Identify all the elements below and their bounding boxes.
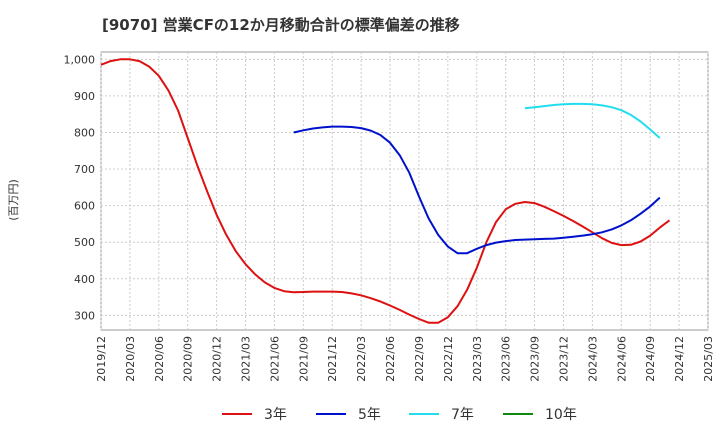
x-tick-label: 2020/03 xyxy=(124,336,137,382)
y-axis-label: (百万円) xyxy=(7,179,20,221)
series-line-5年 xyxy=(293,125,661,255)
x-tick-label: 2023/03 xyxy=(471,336,484,382)
y-axis-ticks: 300 400 500 600 700 800 900 1,000 xyxy=(64,53,96,322)
series-line-7年 xyxy=(524,102,661,139)
grid-layer xyxy=(100,52,709,330)
legend: 3年 5年 7年 10年 xyxy=(222,407,577,423)
y-tick-label: 500 xyxy=(74,236,95,249)
x-tick-label: 2024/09 xyxy=(644,336,657,382)
x-tick-label: 2020/09 xyxy=(182,336,195,382)
x-axis-ticks: 2019/12 2020/03 2020/06 2020/09 2020/12 2021/… xyxy=(95,336,715,382)
legend-label: 3年 xyxy=(264,407,287,423)
x-tick-label: 2022/12 xyxy=(442,336,455,382)
y-tick-label: 1,000 xyxy=(64,53,96,66)
y-tick-label: 700 xyxy=(74,163,95,176)
x-tick-label: 2021/03 xyxy=(240,336,253,382)
y-tick-label: 800 xyxy=(74,126,95,139)
x-tick-label: 2025/03 xyxy=(702,336,715,382)
series-line-3年 xyxy=(100,58,671,324)
legend-label: 10年 xyxy=(545,407,577,423)
legend-label: 7年 xyxy=(451,407,474,423)
y-tick-label: 900 xyxy=(74,90,95,103)
x-tick-label: 2020/06 xyxy=(153,336,166,382)
x-tick-label: 2021/06 xyxy=(268,336,281,382)
y-tick-label: 400 xyxy=(74,273,95,286)
y-tick-label: 600 xyxy=(74,200,95,213)
x-tick-label: 2022/09 xyxy=(413,336,426,382)
x-tick-label: 2023/12 xyxy=(557,336,570,382)
x-tick-label: 2023/09 xyxy=(529,336,542,382)
x-tick-label: 2023/06 xyxy=(500,336,513,382)
x-tick-label: 2021/09 xyxy=(297,336,310,382)
x-tick-label: 2022/06 xyxy=(384,336,397,382)
legend-label: 5年 xyxy=(358,407,381,423)
x-tick-label: 2024/12 xyxy=(673,336,686,382)
chart-title: [9070] 営業CFの12か月移動合計の標準偏差の推移 xyxy=(102,16,460,34)
x-tick-label: 2019/12 xyxy=(95,336,108,382)
y-tick-label: 300 xyxy=(74,309,95,322)
x-tick-label: 2020/12 xyxy=(211,336,224,382)
x-tick-label: 2021/12 xyxy=(326,336,339,382)
x-tick-label: 2024/03 xyxy=(586,336,599,382)
plot-area xyxy=(100,51,709,331)
series-layer xyxy=(100,58,671,324)
x-tick-label: 2024/06 xyxy=(615,336,628,382)
x-tick-label: 2022/03 xyxy=(355,336,368,382)
